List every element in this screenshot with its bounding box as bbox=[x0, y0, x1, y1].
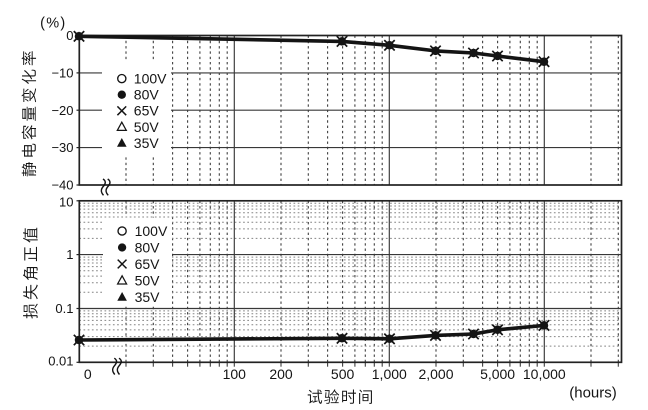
svg-text:(hours): (hours) bbox=[569, 385, 617, 402]
svg-text:1,000: 1,000 bbox=[372, 366, 407, 382]
svg-text:200: 200 bbox=[269, 366, 293, 382]
svg-text:(%): (%) bbox=[40, 16, 66, 32]
svg-text:100V: 100V bbox=[134, 71, 167, 87]
svg-text:0: 0 bbox=[66, 28, 73, 43]
svg-text:1: 1 bbox=[66, 247, 73, 262]
svg-text:100V: 100V bbox=[135, 223, 168, 239]
svg-text:35V: 35V bbox=[135, 289, 161, 305]
svg-text:0.01: 0.01 bbox=[48, 354, 73, 369]
svg-text:−40: −40 bbox=[51, 178, 73, 193]
svg-text:5,000: 5,000 bbox=[480, 366, 515, 382]
svg-text:0: 0 bbox=[84, 366, 92, 382]
svg-text:80V: 80V bbox=[135, 239, 161, 255]
svg-text:50V: 50V bbox=[134, 119, 160, 135]
svg-text:2,000: 2,000 bbox=[418, 366, 453, 382]
svg-text:65V: 65V bbox=[135, 256, 161, 272]
svg-text:−20: −20 bbox=[51, 103, 73, 118]
svg-text:80V: 80V bbox=[134, 87, 160, 103]
svg-text:100: 100 bbox=[223, 366, 247, 382]
svg-text:10,000: 10,000 bbox=[523, 366, 566, 382]
svg-text:65V: 65V bbox=[134, 103, 160, 119]
svg-text:500: 500 bbox=[331, 366, 355, 382]
svg-text:−10: −10 bbox=[51, 66, 73, 81]
svg-text:10: 10 bbox=[59, 194, 73, 209]
svg-text:0.1: 0.1 bbox=[55, 301, 73, 316]
svg-text:35V: 35V bbox=[134, 135, 160, 151]
svg-text:−30: −30 bbox=[51, 140, 73, 155]
svg-text:50V: 50V bbox=[135, 272, 161, 288]
